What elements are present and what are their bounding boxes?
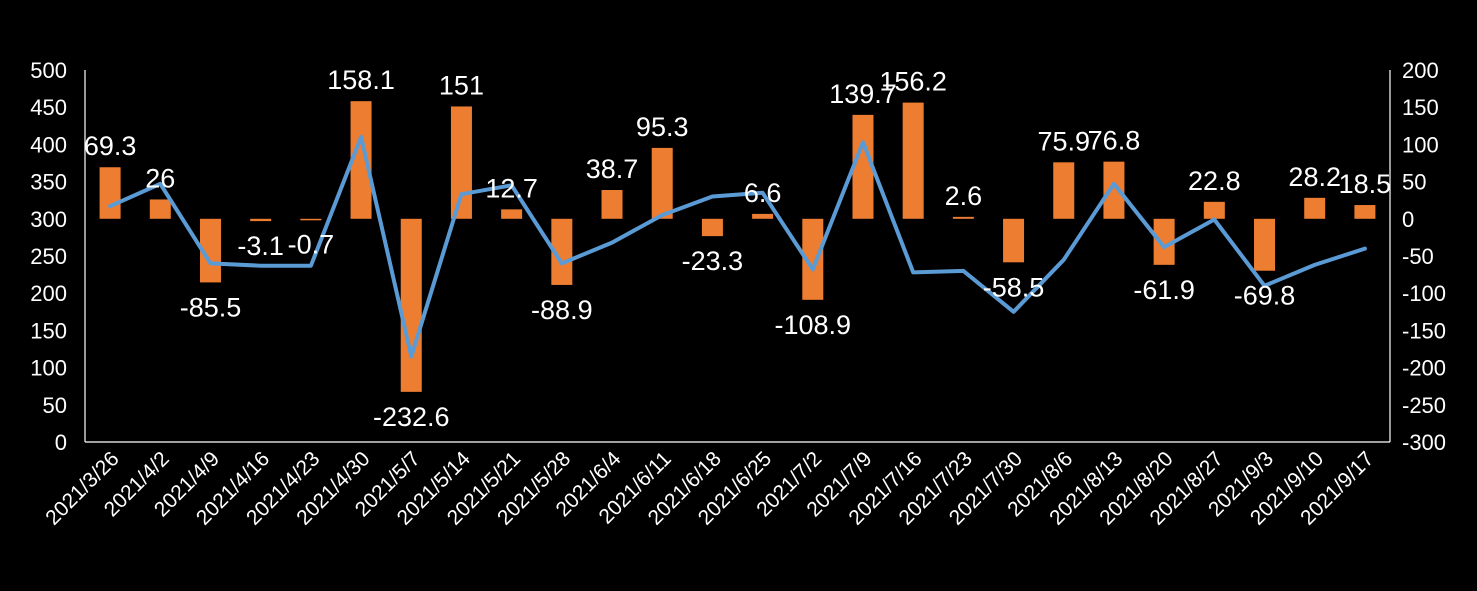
left-y-tick-label: 0	[55, 430, 67, 455]
right-y-tick-label: -250	[1402, 393, 1446, 418]
bar	[651, 147, 673, 219]
right-y-tick-label: -100	[1402, 281, 1446, 306]
right-y-tick-label: -200	[1402, 356, 1446, 381]
data-label: 75.9	[1037, 126, 1090, 156]
data-label: 95.3	[636, 112, 689, 142]
bar	[852, 114, 874, 219]
data-label: 2.6	[945, 181, 983, 211]
right-y-tick-label: 150	[1402, 95, 1439, 120]
data-label: -85.5	[180, 292, 242, 322]
bar	[250, 218, 272, 222]
right-y-tick-label: -50	[1402, 244, 1434, 269]
right-y-axis: 200 150 100 50 0 -50 -100 -150 -200 -250 -300	[1402, 58, 1446, 455]
data-label: 158.1	[327, 65, 395, 95]
data-label: 22.8	[1188, 166, 1241, 196]
bar	[149, 199, 171, 219]
line-path	[108, 135, 1367, 359]
data-label: 151	[439, 70, 484, 100]
bar	[1153, 218, 1175, 265]
right-y-tick-label: 50	[1402, 170, 1426, 195]
right-y-tick-label: -150	[1402, 318, 1446, 343]
bar	[1354, 205, 1376, 219]
bar	[752, 213, 774, 219]
data-label: -88.9	[531, 295, 593, 325]
bar	[501, 209, 523, 219]
left-y-tick-label: 250	[30, 244, 67, 269]
data-label: 26	[145, 163, 175, 193]
data-label: -0.7	[288, 229, 335, 259]
data-label: -61.9	[1133, 275, 1195, 305]
left-y-tick-label: 50	[43, 393, 67, 418]
bar	[1103, 161, 1125, 219]
left-y-tick-label: 400	[30, 132, 67, 157]
data-label: -69.8	[1234, 281, 1296, 311]
bar	[99, 167, 121, 219]
bar	[1053, 162, 1075, 219]
bar	[400, 218, 422, 392]
x-axis-ticks: 2021/3/262021/4/22021/4/92021/4/162021/4…	[41, 447, 1378, 530]
data-label: 38.7	[586, 154, 639, 184]
data-label: 18.5	[1339, 169, 1392, 199]
right-y-tick-label: 0	[1402, 207, 1414, 232]
right-y-tick-label: -300	[1402, 430, 1446, 455]
axes-frame	[84, 70, 1391, 443]
bar	[1003, 218, 1025, 263]
bar	[1254, 218, 1276, 271]
data-label: 139.7	[829, 79, 897, 109]
left-y-tick-label: 150	[30, 318, 67, 343]
data-label: -23.3	[682, 246, 744, 276]
left-y-tick-label: 500	[30, 58, 67, 83]
bar	[601, 190, 623, 219]
bar	[1203, 201, 1225, 219]
right-y-tick-label: 100	[1402, 132, 1439, 157]
bar	[952, 216, 974, 219]
data-label: 28.2	[1288, 162, 1341, 192]
left-y-tick-label: 100	[30, 356, 67, 381]
bar	[1304, 197, 1326, 219]
data-label: -58.5	[983, 272, 1045, 302]
data-label: -108.9	[775, 310, 852, 340]
data-label: -232.6	[373, 402, 450, 432]
bar	[802, 218, 824, 300]
left-y-tick-label: 200	[30, 281, 67, 306]
bar	[551, 218, 573, 285]
bar	[199, 218, 221, 283]
data-label: 69.3	[84, 131, 137, 161]
data-label: 156.2	[879, 67, 947, 97]
left-y-tick-label: 450	[30, 95, 67, 120]
bar	[902, 102, 924, 219]
bar	[300, 218, 322, 221]
left-y-tick-label: 300	[30, 207, 67, 232]
data-labels: 69.3 26 -85.5 -3.1 -0.7 158.1 -232.6 151 12.7 -88…	[84, 65, 1391, 432]
left-y-tick-label: 350	[30, 170, 67, 195]
data-label: 12.7	[485, 173, 538, 203]
data-label: 76.8	[1088, 126, 1141, 156]
data-label: -3.1	[237, 231, 284, 261]
line-series	[108, 135, 1367, 359]
data-label: 6.6	[744, 178, 782, 208]
bar	[450, 106, 472, 219]
bar	[701, 218, 723, 237]
bar	[350, 101, 372, 219]
right-y-tick-label: 200	[1402, 58, 1439, 83]
bar-series	[99, 101, 1376, 392]
